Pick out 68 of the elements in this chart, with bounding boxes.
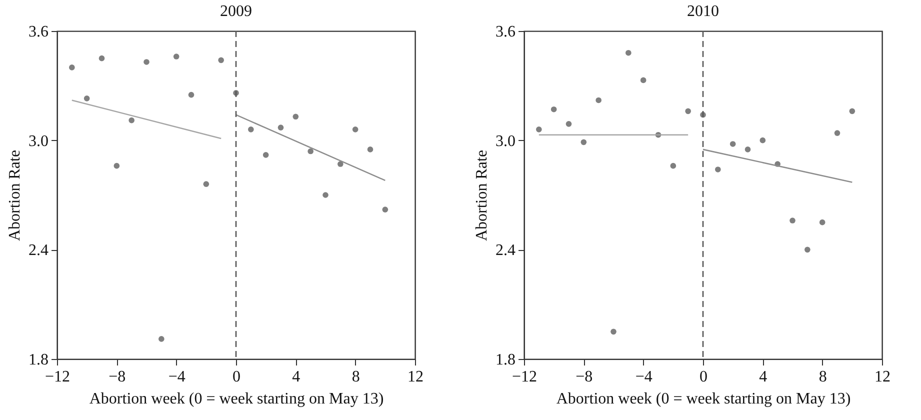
- point: [790, 218, 796, 224]
- y-tick-label: 3.6: [28, 24, 48, 40]
- point: [760, 137, 766, 144]
- point: [715, 166, 721, 172]
- point: [203, 181, 210, 187]
- y-axis-title: Abortion Rate: [474, 150, 490, 242]
- x-axis-title: Abortion week (0 = week starting on May 13): [89, 390, 384, 408]
- point: [626, 50, 632, 56]
- y-tick-label: 3.0: [28, 132, 48, 150]
- y-tick-label: 3.6: [496, 24, 516, 40]
- point: [685, 108, 691, 114]
- point: [144, 59, 150, 65]
- point: [248, 126, 254, 132]
- point: [536, 126, 542, 132]
- x-axis-title: Abortion week (0 = week starting on May 13): [556, 390, 851, 408]
- point: [278, 124, 284, 130]
- point: [128, 117, 134, 124]
- chart-title: 2009: [220, 3, 252, 20]
- point: [84, 96, 90, 102]
- point: [308, 148, 314, 154]
- point: [730, 141, 736, 147]
- x-tick-label: 8: [818, 368, 827, 386]
- y-tick-label: 2.4: [496, 242, 516, 260]
- point: [819, 219, 826, 226]
- point: [744, 146, 751, 152]
- x-tick-label: 4: [292, 368, 300, 386]
- point: [580, 139, 587, 146]
- chart-title: 2010: [687, 3, 719, 20]
- x-tick-label: −12: [44, 368, 70, 386]
- x-tick-label: −8: [108, 368, 126, 386]
- point: [262, 152, 269, 158]
- point: [804, 246, 810, 253]
- y-axis-title: Abortion Rate: [6, 150, 24, 242]
- point: [640, 77, 646, 84]
- point: [367, 146, 374, 152]
- x-tick-label: 8: [352, 368, 360, 386]
- point: [292, 114, 299, 120]
- x-tick-label: 12: [408, 368, 424, 386]
- x-tick-label: −8: [576, 368, 593, 386]
- y-tick-label: 3.0: [496, 132, 516, 150]
- point: [158, 336, 164, 342]
- point: [670, 162, 676, 169]
- x-tick-label: 0: [232, 368, 240, 386]
- x-tick-label: 0: [700, 368, 708, 386]
- point: [338, 161, 344, 167]
- y-tick-label: 1.8: [28, 352, 48, 368]
- point: [98, 55, 105, 62]
- point: [566, 121, 572, 127]
- y-tick-label: 1.8: [496, 352, 516, 368]
- point: [352, 126, 358, 132]
- point: [114, 162, 120, 169]
- point: [322, 192, 328, 198]
- x-tick-label: 12: [874, 368, 890, 386]
- point: [849, 108, 856, 114]
- point: [218, 57, 224, 64]
- x-tick-label: 4: [759, 368, 768, 386]
- x-tick-label: −4: [168, 368, 186, 386]
- point: [596, 97, 602, 104]
- point: [550, 106, 557, 112]
- point: [188, 92, 194, 98]
- x-tick-label: −4: [635, 368, 652, 386]
- point: [382, 206, 388, 212]
- point: [610, 328, 616, 335]
- point: [69, 64, 75, 70]
- point: [173, 54, 180, 60]
- y-tick-label: 2.4: [28, 242, 48, 260]
- point: [834, 130, 840, 136]
- x-tick-label: −12: [512, 368, 538, 386]
